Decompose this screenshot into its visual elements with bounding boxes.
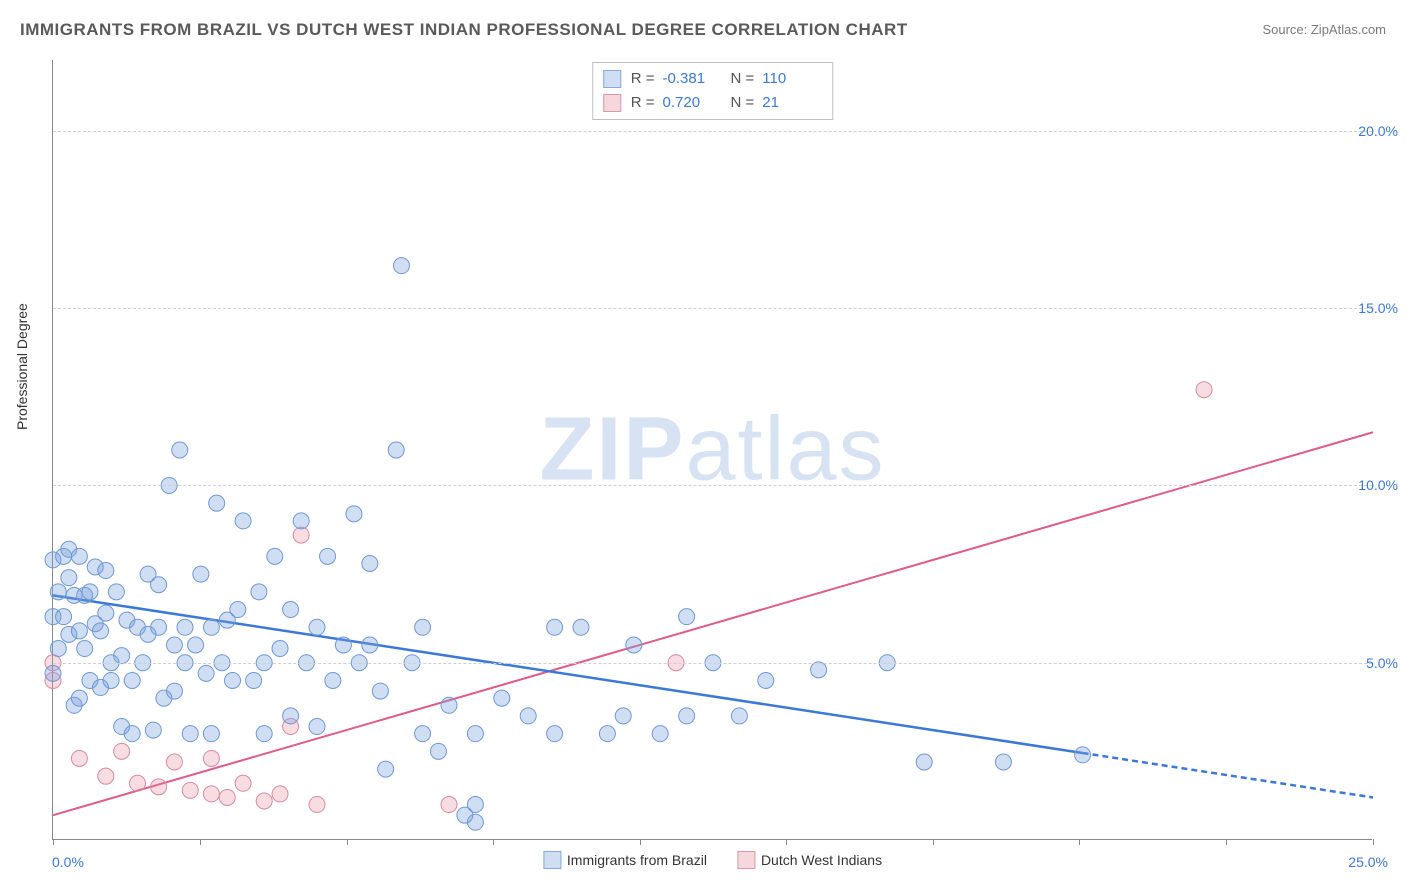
- legend-label-pink: Dutch West Indians: [761, 852, 882, 868]
- legend-item-blue: Immigrants from Brazil: [543, 851, 707, 869]
- x-tick-label: 0.0%: [52, 854, 84, 870]
- y-tick-label: 10.0%: [1358, 477, 1398, 493]
- series-legend: Immigrants from Brazil Dutch West Indian…: [543, 851, 882, 869]
- y-axis-label: Professional Degree: [14, 303, 30, 430]
- legend-item-pink: Dutch West Indians: [737, 851, 882, 869]
- x-tick-label: 25.0%: [1348, 854, 1388, 870]
- y-tick-label: 20.0%: [1358, 123, 1398, 139]
- y-tick-label: 15.0%: [1358, 300, 1398, 316]
- legend-label-blue: Immigrants from Brazil: [567, 852, 707, 868]
- chart-title: IMMIGRANTS FROM BRAZIL VS DUTCH WEST IND…: [20, 20, 908, 40]
- swatch-blue: [543, 851, 561, 869]
- chart-svg: [53, 60, 1372, 839]
- swatch-pink: [737, 851, 755, 869]
- y-tick-label: 5.0%: [1366, 655, 1398, 671]
- source-label: Source: ZipAtlas.com: [1262, 22, 1386, 37]
- plot-area: ZIPatlas R = -0.381 N = 110 R = 0.720 N …: [52, 60, 1372, 840]
